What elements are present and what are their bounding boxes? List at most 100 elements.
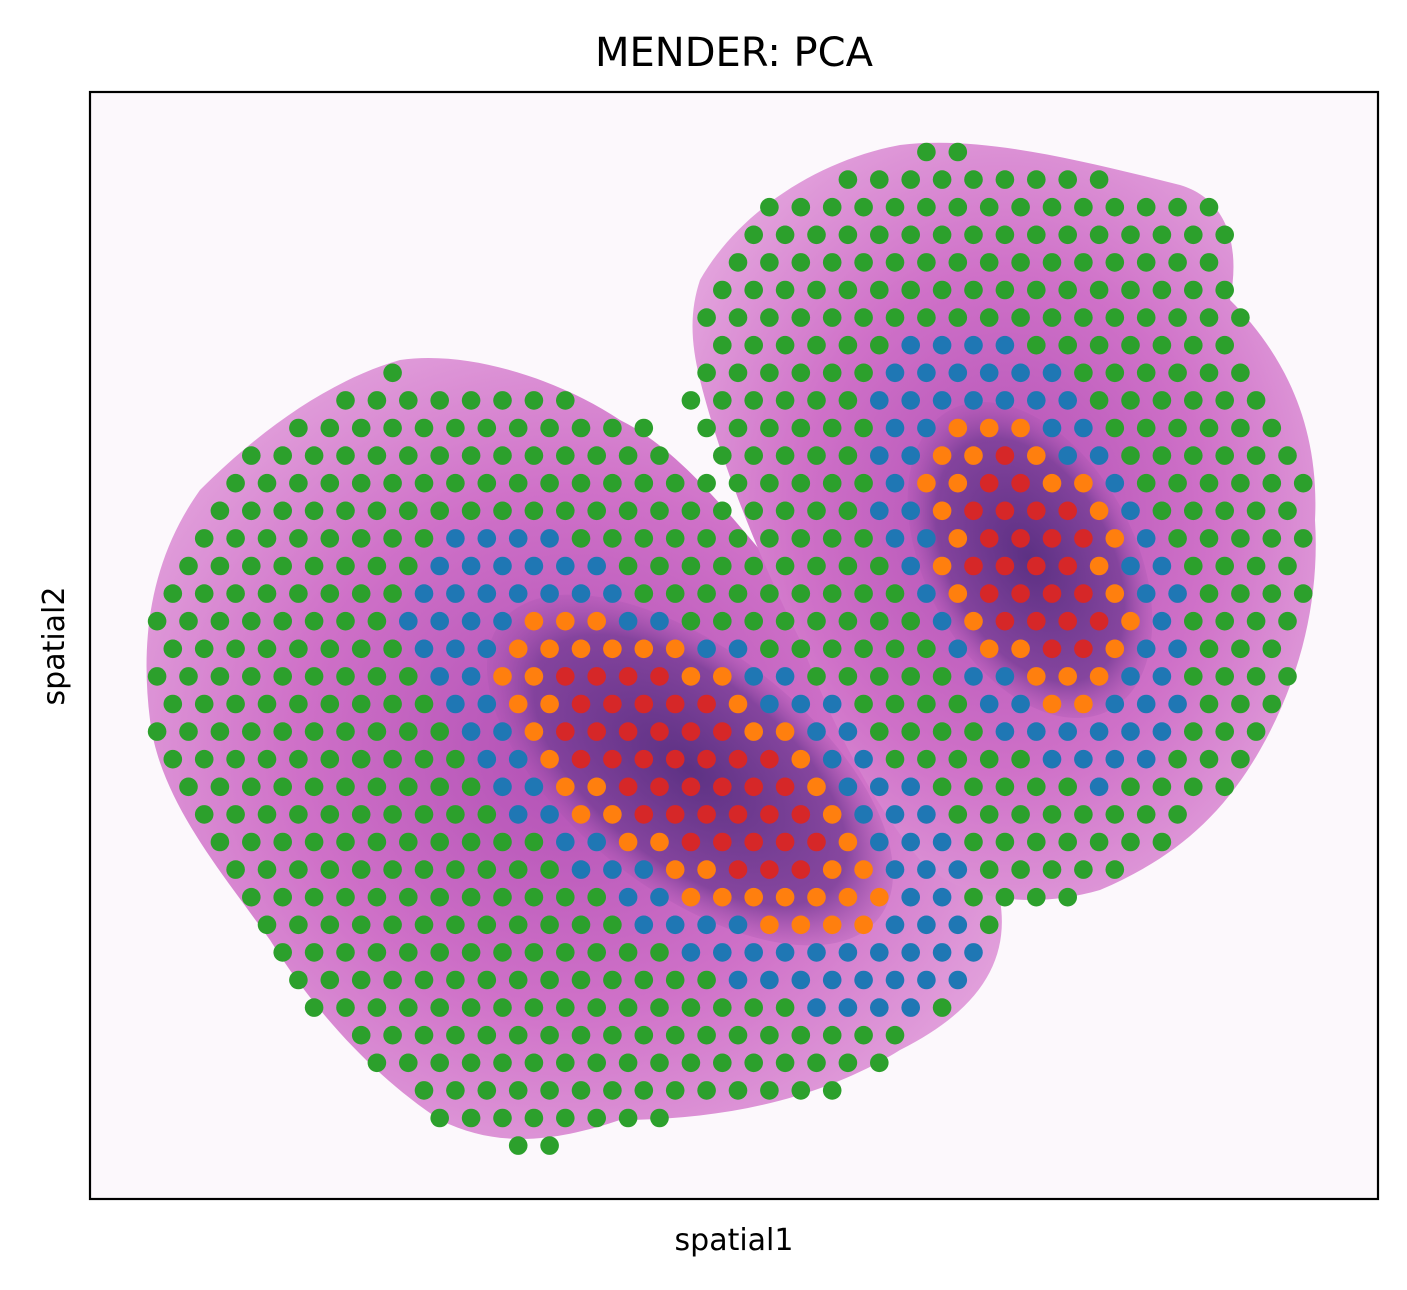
spot-point <box>979 253 999 272</box>
spot-point <box>775 391 795 410</box>
spot-point <box>1184 777 1203 797</box>
spot-point <box>399 998 418 1017</box>
spot-point <box>556 446 575 465</box>
spot-point <box>822 529 842 548</box>
spot-point <box>650 446 669 465</box>
spot-point <box>430 998 450 1017</box>
spot-point <box>885 473 905 493</box>
spot-point <box>822 1025 842 1045</box>
spot-point <box>728 915 748 935</box>
spot-point <box>414 1081 434 1100</box>
spot-point <box>540 860 559 879</box>
spot-point <box>681 556 701 576</box>
spot-point <box>822 694 842 714</box>
spot-point <box>414 860 434 879</box>
spot-point <box>870 1053 889 1073</box>
spot-point <box>508 749 528 769</box>
spot-point <box>1215 611 1234 631</box>
spot-point <box>257 915 277 935</box>
spot-point <box>242 832 261 852</box>
spot-point <box>713 611 732 631</box>
spot-point <box>791 418 811 438</box>
spot-point <box>399 722 418 741</box>
spot-point <box>461 667 481 686</box>
spot-point <box>964 722 983 741</box>
spot-point <box>430 722 450 741</box>
spot-point <box>838 887 858 907</box>
spot-point <box>744 887 763 907</box>
spot-point <box>995 446 1015 465</box>
spot-point <box>320 915 340 935</box>
spot-point <box>304 501 324 521</box>
spot-point <box>681 832 701 852</box>
spot-point <box>524 832 544 852</box>
spot-point <box>587 1053 606 1073</box>
spot-point <box>744 501 763 521</box>
spot-point <box>493 722 512 741</box>
spot-point <box>493 832 512 852</box>
spot-point <box>634 860 654 879</box>
spot-point <box>932 170 952 189</box>
spot-point <box>320 418 340 438</box>
spot-point <box>791 197 811 217</box>
spot-point <box>618 943 638 962</box>
spot-point <box>681 943 701 962</box>
spot-point <box>446 1025 465 1045</box>
spot-point <box>728 473 748 493</box>
spot-point <box>1168 805 1187 824</box>
spot-point <box>1074 639 1093 659</box>
spot-point <box>885 915 905 935</box>
spot-point <box>713 501 732 521</box>
spot-point <box>822 970 842 990</box>
spot-point <box>838 335 858 355</box>
spot-point <box>1278 446 1297 465</box>
spot-point <box>367 611 387 631</box>
spot-point <box>367 556 387 576</box>
spot-point <box>289 915 308 935</box>
spot-point <box>713 887 732 907</box>
spot-point <box>1074 418 1093 438</box>
spot-point <box>477 694 497 714</box>
spot-point <box>1136 253 1156 272</box>
spot-point <box>320 749 340 769</box>
spot-point <box>760 970 779 990</box>
spot-point <box>728 308 748 327</box>
spot-point <box>304 667 324 686</box>
spot-point <box>1105 197 1125 217</box>
spot-point <box>728 584 748 603</box>
spot-point <box>822 805 842 824</box>
spot-point <box>807 887 826 907</box>
spot-point <box>383 473 402 493</box>
spot-point <box>414 749 434 769</box>
spot-point <box>242 887 261 907</box>
spot-point <box>210 501 230 521</box>
spot-point <box>870 225 889 245</box>
spot-point <box>1121 335 1140 355</box>
spot-point <box>242 501 261 521</box>
spot-point <box>1011 584 1030 603</box>
spot-point <box>430 943 450 962</box>
spot-point <box>1027 280 1046 300</box>
spot-point <box>807 446 826 465</box>
spot-point <box>728 1025 748 1045</box>
spot-point <box>870 335 889 355</box>
spot-point <box>446 694 465 714</box>
spot-point <box>1089 391 1109 410</box>
spot-point <box>650 943 669 962</box>
spot-point <box>540 970 559 990</box>
spot-point <box>1089 667 1109 686</box>
spot-point <box>838 1053 858 1073</box>
spot-point <box>1042 308 1062 327</box>
spot-point <box>917 529 936 548</box>
spot-point <box>367 887 387 907</box>
spot-point <box>634 418 654 438</box>
spot-point <box>367 667 387 686</box>
spot-point <box>634 1081 654 1100</box>
spot-point <box>979 805 999 824</box>
spot-point <box>273 887 293 907</box>
spot-point <box>603 639 622 659</box>
spot-point <box>1058 335 1077 355</box>
spot-point <box>477 418 497 438</box>
spot-point <box>414 915 434 935</box>
spot-point <box>901 391 920 410</box>
